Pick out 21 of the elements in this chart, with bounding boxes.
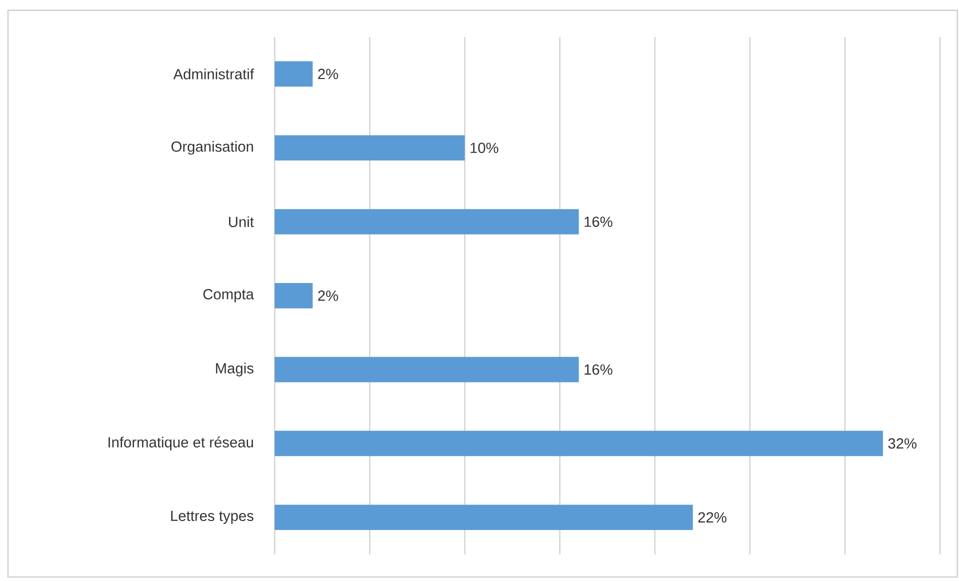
y-tick-label: Compta	[203, 289, 254, 302]
data-label: 2%	[318, 68, 338, 80]
y-tick-label: Magis	[216, 362, 254, 376]
y-tick-label: Lettres types	[171, 510, 254, 524]
data-label: 16%	[584, 364, 612, 375]
bar	[274, 356, 579, 382]
y-tick-label: Organisation	[171, 141, 253, 155]
y-tick-label: Administratif	[173, 68, 254, 80]
bar	[274, 282, 313, 308]
data-label: 22%	[698, 512, 726, 523]
data-label: 2%	[318, 290, 338, 301]
data-label: 16%	[584, 216, 612, 227]
y-tick-label: Unit	[229, 216, 254, 228]
bar	[274, 430, 883, 456]
y-tick-label: Informatique et réseau	[108, 436, 253, 450]
bar	[274, 209, 579, 234]
data-label: 10%	[470, 142, 498, 154]
bar	[274, 504, 693, 530]
bar	[274, 61, 313, 87]
data-label: 32%	[888, 438, 916, 449]
bar	[274, 135, 465, 161]
